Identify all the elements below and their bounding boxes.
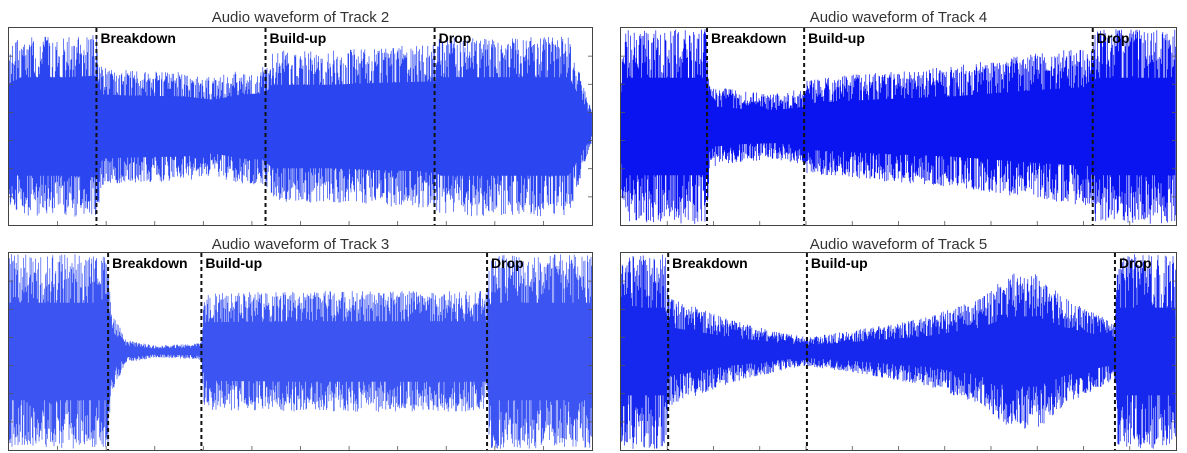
waveform-chart: Breakdown Build-up Drop	[621, 253, 1176, 450]
waveform-panel-track-5: Audio waveform of Track 5 Breakdown Build…	[620, 236, 1177, 451]
section-label: Breakdown	[672, 255, 747, 271]
section-label: Build-up	[270, 30, 327, 46]
section-label: Breakdown	[112, 255, 187, 271]
waveform-panel-track-2: Audio waveform of Track 2 Breakdown Build…	[8, 9, 593, 226]
waveform-chart: Breakdown Build-up Drop	[621, 28, 1176, 225]
waveform-core	[9, 75, 591, 178]
section-label: Breakdown	[711, 30, 786, 46]
section-label: Drop	[439, 30, 472, 46]
plot-area: Breakdown Build-up Drop	[8, 252, 593, 451]
section-label: Drop	[1097, 30, 1130, 46]
waveform-core	[9, 302, 591, 401]
section-label: Drop	[1119, 255, 1152, 271]
plot-area: Breakdown Build-up Drop	[620, 252, 1177, 451]
chart-title: Audio waveform of Track 5	[809, 236, 988, 253]
chart-title: Audio waveform of Track 3	[211, 236, 390, 253]
section-label: Build-up	[811, 255, 868, 271]
section-label: Build-up	[205, 255, 262, 271]
waveform-core	[621, 77, 1175, 176]
plot-area: Breakdown Build-up Drop	[620, 27, 1177, 226]
waveform-panel-track-4: Audio waveform of Track 4 Breakdown Build…	[620, 9, 1177, 226]
plot-area: Breakdown Build-up Drop	[8, 27, 593, 226]
section-label: Drop	[491, 255, 524, 271]
chart-title: Audio waveform of Track 2	[211, 9, 390, 26]
waveform-chart: Breakdown Build-up Drop	[9, 253, 592, 450]
waveform-core	[621, 307, 1175, 396]
waveform-chart: Breakdown Build-up Drop	[9, 28, 592, 225]
waveform-panel-track-3: Audio waveform of Track 3 Breakdown Build…	[8, 236, 593, 451]
section-label: Build-up	[808, 30, 865, 46]
chart-title: Audio waveform of Track 4	[809, 9, 988, 26]
section-label: Breakdown	[100, 30, 175, 46]
